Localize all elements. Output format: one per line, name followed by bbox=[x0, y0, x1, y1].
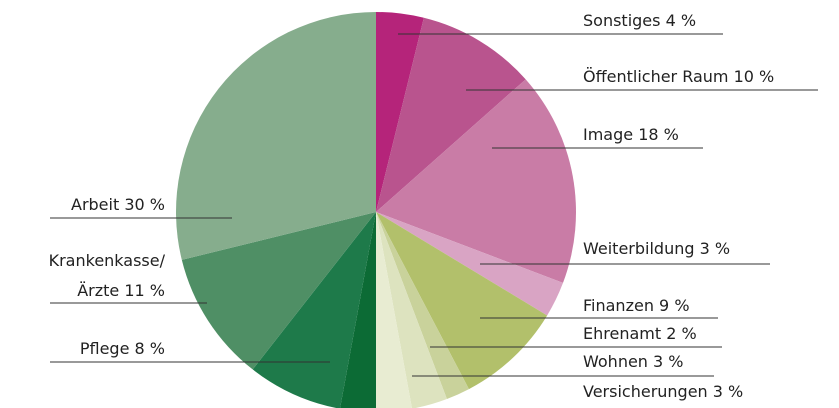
value-label: 11 % bbox=[124, 281, 165, 300]
slice-label: Weiterbildung 3 % bbox=[583, 234, 730, 264]
pie-slice bbox=[376, 212, 447, 408]
value-label: 2 % bbox=[666, 324, 697, 343]
value-label: 9 % bbox=[659, 296, 690, 315]
slice-label: Krankenkasse/ Ärzte 11 % bbox=[49, 246, 165, 306]
value-label: 10 % bbox=[733, 67, 775, 86]
category-name: Öffentlicher Raum bbox=[583, 67, 729, 86]
slice-label: Image 18 % bbox=[583, 120, 679, 150]
category-name: Krankenkasse/ Ärzte bbox=[48, 251, 165, 300]
slice-label: Finanzen 9 % bbox=[583, 291, 690, 321]
value-label: 30 % bbox=[124, 195, 165, 214]
category-name: Ehrenamt bbox=[583, 324, 662, 343]
slice-label: Pflege 8 % bbox=[80, 334, 165, 364]
value-label: 3 % bbox=[653, 352, 684, 371]
value-label: 3 % bbox=[712, 382, 744, 401]
category-name: Finanzen bbox=[583, 296, 654, 315]
category-name: Sonstiges bbox=[583, 11, 661, 30]
value-label: 18 % bbox=[638, 125, 679, 144]
pie-slice bbox=[376, 212, 469, 400]
pie-slice bbox=[376, 79, 576, 283]
pie-slice bbox=[181, 212, 376, 370]
category-name: Weiterbildung bbox=[583, 239, 695, 258]
slice-label: Arbeit 30 % bbox=[71, 190, 165, 220]
category-name: Image bbox=[583, 125, 634, 144]
category-name: Versicherungen bbox=[583, 382, 708, 401]
value-label: 8 % bbox=[134, 339, 165, 358]
pie-slice bbox=[252, 212, 376, 408]
pie-slice bbox=[340, 212, 376, 408]
pie-slice bbox=[376, 212, 412, 408]
pie-slice bbox=[175, 12, 376, 260]
category-name: Arbeit bbox=[71, 195, 120, 214]
pie-slice bbox=[376, 12, 424, 212]
value-label: 3 % bbox=[699, 239, 731, 258]
value-label: 4 % bbox=[665, 11, 697, 30]
slice-label: Wohnen 3 % bbox=[583, 347, 684, 377]
slice-label: Ehrenamt 2 % bbox=[583, 319, 697, 349]
slice-label: Versicherungen 3 % bbox=[583, 377, 743, 407]
slice-label: Sonstiges 4 % bbox=[583, 6, 696, 36]
category-name: Wohnen bbox=[583, 352, 648, 371]
category-name: Pflege bbox=[79, 339, 130, 358]
slice-label: Öffentlicher Raum 10 % bbox=[583, 62, 774, 92]
pie-slice bbox=[376, 212, 564, 316]
pie-slice bbox=[376, 212, 548, 390]
pie-slice bbox=[376, 17, 526, 213]
